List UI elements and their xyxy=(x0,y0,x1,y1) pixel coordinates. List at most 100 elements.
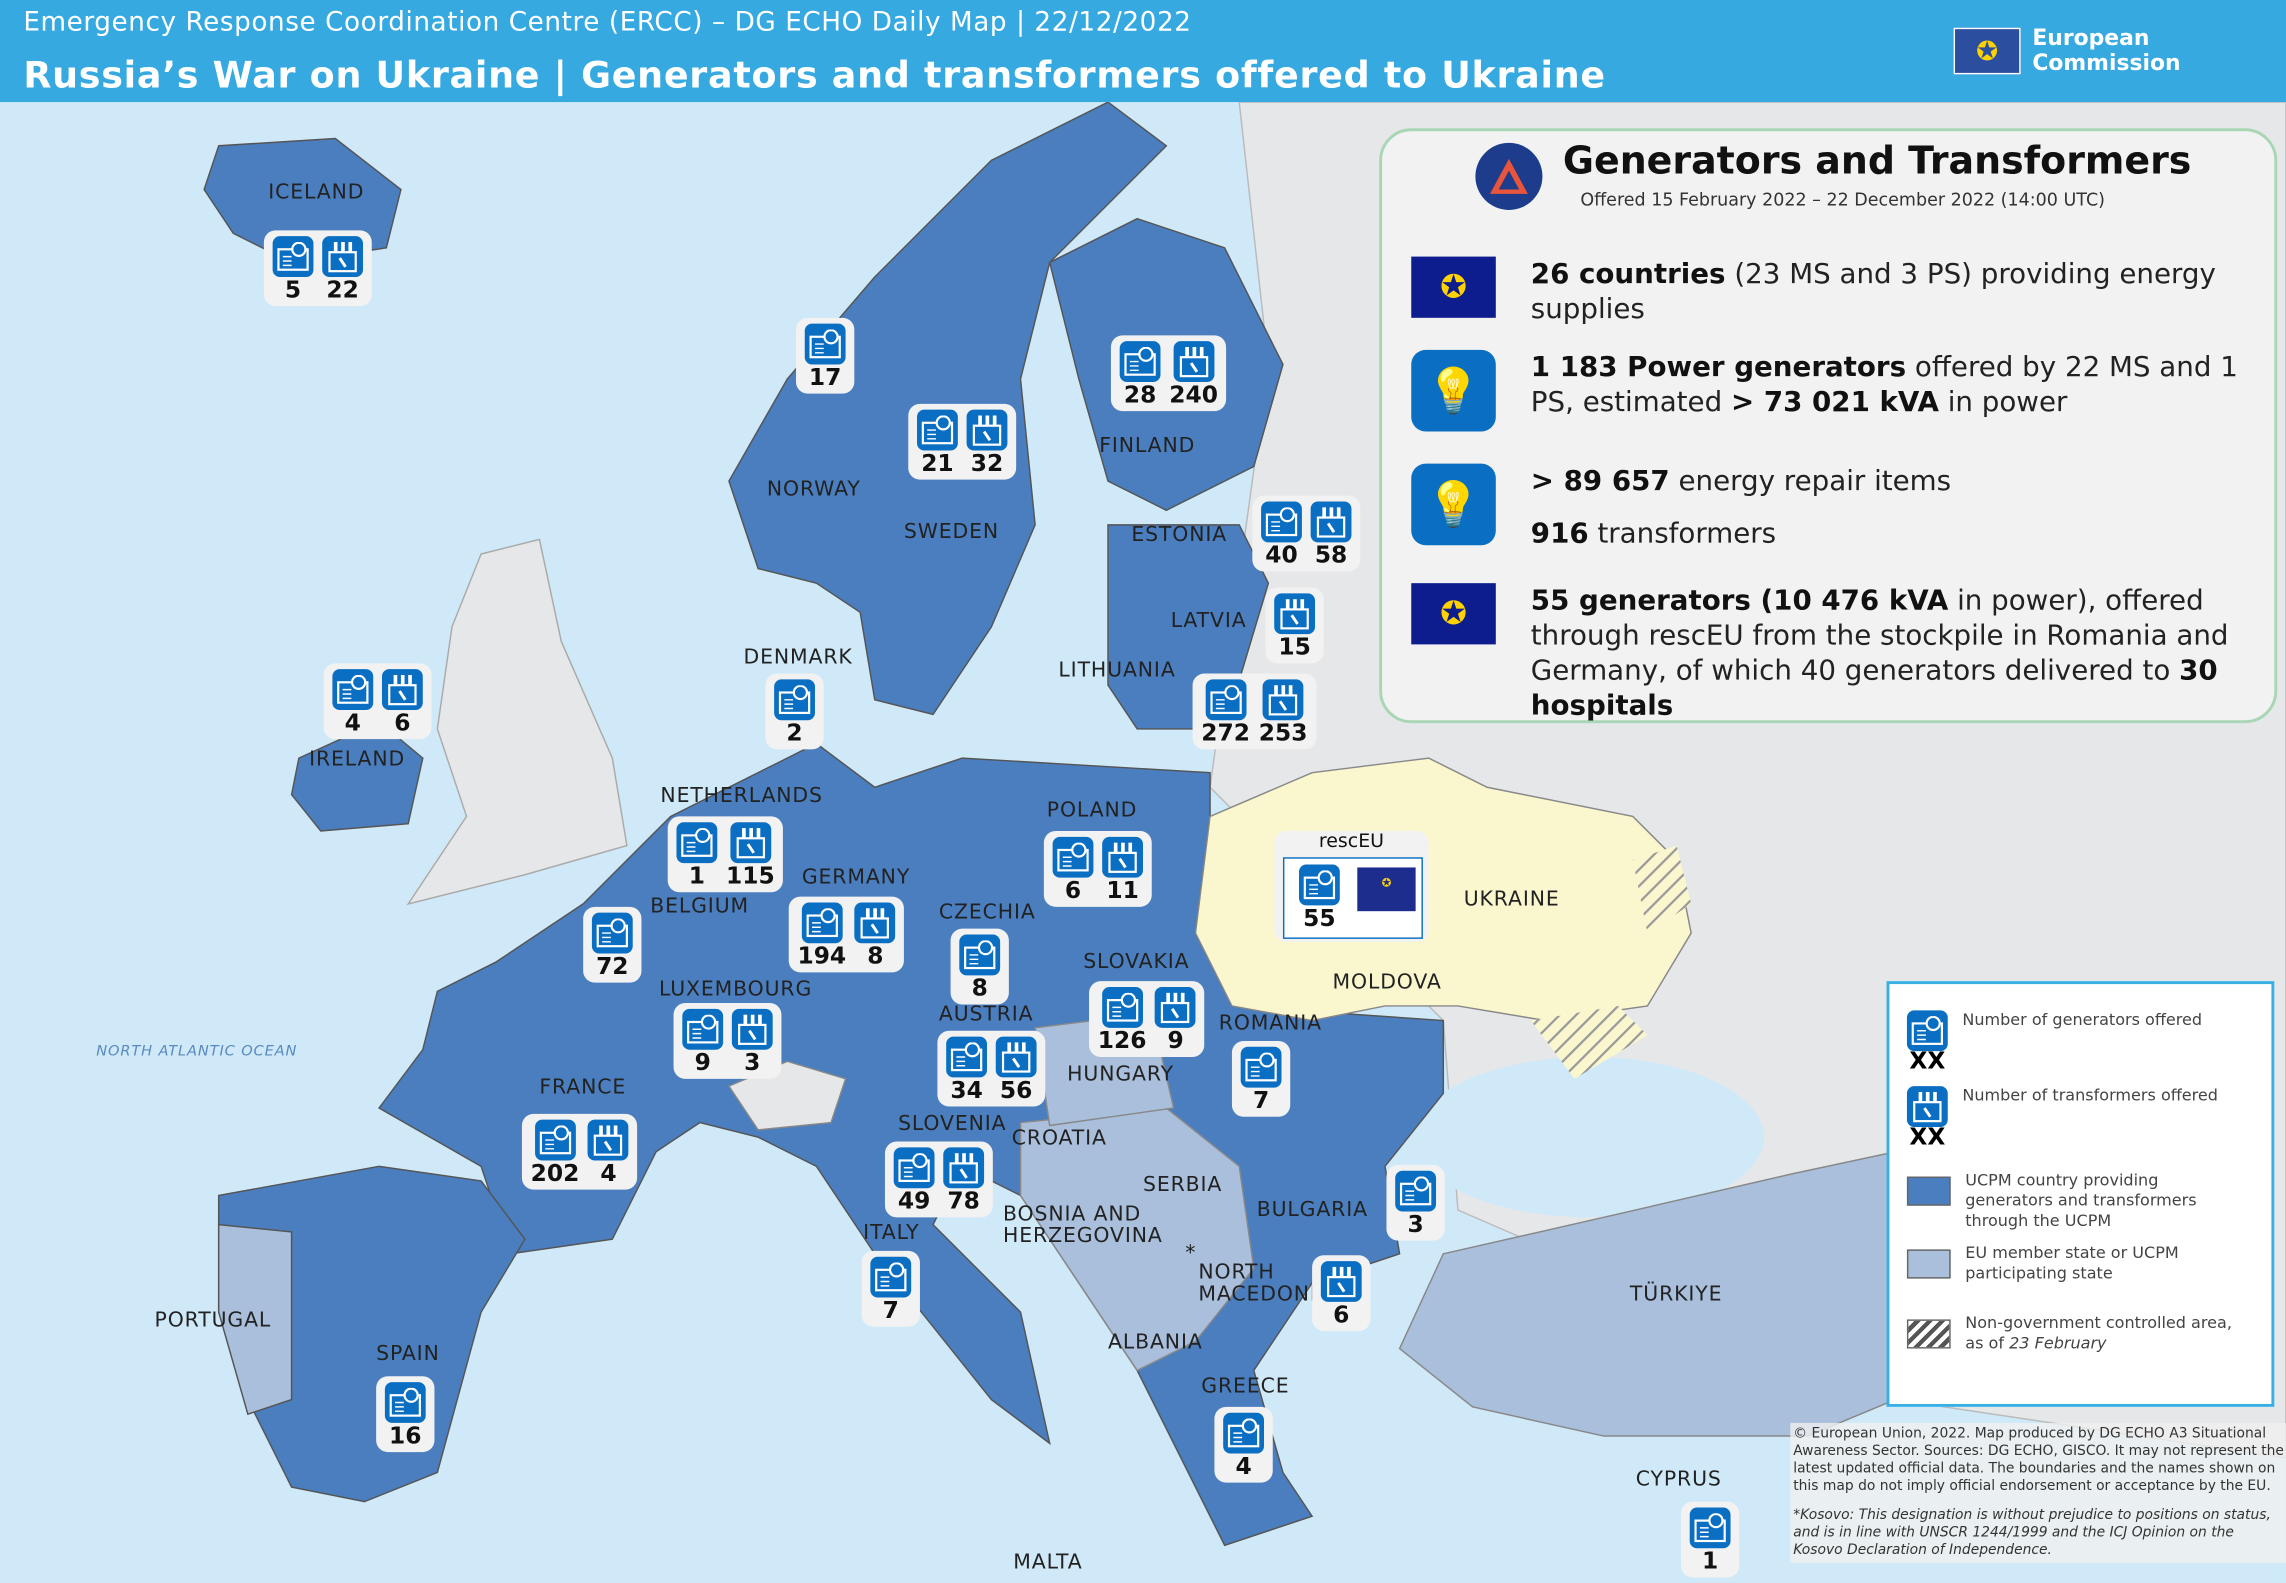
transformer-icon xyxy=(322,236,364,278)
transformers-value: 78 xyxy=(947,1186,980,1215)
country-label: SERBIA xyxy=(1142,1173,1223,1197)
generator-icon xyxy=(801,902,843,944)
generators-value: 194 xyxy=(797,941,847,970)
country-label: FRANCE xyxy=(539,1075,627,1100)
generators-item: 3 xyxy=(1395,1170,1437,1238)
rescEU-marker: rescEU 55 ✪ xyxy=(1274,831,1429,942)
country-label: NORWAY xyxy=(766,478,861,502)
marker-netherlands: 1 115 xyxy=(667,816,784,893)
country-label: ICELAND xyxy=(268,180,365,205)
rescEU-flag-icon: ✪ xyxy=(1357,867,1416,912)
legend-transformers: XX Number of transformers offered xyxy=(1906,1086,2218,1148)
country-label: LITHUANIA xyxy=(1058,658,1176,683)
generators-value: 1 xyxy=(688,861,705,890)
land-turkiye xyxy=(1398,1150,1896,1437)
transformers-value: 115 xyxy=(726,861,775,890)
rescEU-title: rescEU xyxy=(1318,831,1385,853)
transformers-value: 11 xyxy=(1106,876,1139,904)
country-label: HUNGARY xyxy=(1067,1062,1174,1087)
generator-icon xyxy=(384,1382,426,1423)
transformers-value: 240 xyxy=(1169,380,1218,409)
generators-value: 8 xyxy=(971,973,988,1002)
country-label: FINLAND xyxy=(1099,434,1196,458)
land-balkans xyxy=(1019,1107,1255,1372)
generators-item: 34 xyxy=(946,1036,987,1104)
transformer-icon xyxy=(1262,679,1304,721)
marker-romania: 7 xyxy=(1231,1040,1291,1117)
country-label: SPAIN xyxy=(376,1342,440,1367)
generators-value: 2 xyxy=(786,718,803,747)
generators-value: 40 xyxy=(1265,540,1298,569)
generator-icon xyxy=(676,822,718,864)
non-gov-area-crimea xyxy=(1530,1005,1648,1079)
generators-item: 2 xyxy=(774,679,815,746)
generator-icon xyxy=(332,669,374,710)
generators-value: 7 xyxy=(1252,1086,1270,1114)
generators-value: 21 xyxy=(921,449,954,477)
generator-icon xyxy=(893,1147,935,1189)
marker-austria: 34 56 xyxy=(937,1030,1046,1107)
marker-germany: 194 8 xyxy=(788,896,905,973)
transformers-item: 32 xyxy=(966,409,1008,477)
country-label: GERMANY xyxy=(801,865,911,890)
generators-value: 3 xyxy=(1407,1210,1424,1238)
legend-xx: XX xyxy=(1909,1046,1946,1075)
country-label: POLAND xyxy=(1046,798,1138,823)
marker-spain: 16 xyxy=(376,1376,435,1453)
marker-denmark: 2 xyxy=(765,673,824,750)
highlight-text: > 89 657 xyxy=(1530,465,1670,498)
legend-ucpm-label: UCPM country providing generators and tr… xyxy=(1965,1170,2197,1231)
hatch-swatch xyxy=(1906,1319,1951,1349)
rescEU-flag-icon: ✪ xyxy=(1411,583,1496,645)
highlight-text: 26 countries xyxy=(1530,258,1726,291)
panel-text: energy repair items xyxy=(1669,465,1952,498)
non-gov-area-east xyxy=(1632,845,1692,934)
generator-icon xyxy=(946,1036,987,1078)
marker-estonia: 40 58 xyxy=(1252,495,1361,572)
transformers-value: 3 xyxy=(744,1048,761,1076)
transformers-value: 6 xyxy=(1333,1300,1350,1329)
country-label: CZECHIA xyxy=(938,900,1036,925)
generators-value: 17 xyxy=(808,363,842,391)
generator-icon xyxy=(1395,1170,1437,1212)
generator-icon xyxy=(272,236,314,278)
transformers-item: 22 xyxy=(322,236,364,303)
transformers-value: 56 xyxy=(999,1075,1033,1104)
transformer-icon xyxy=(1906,1086,1948,1127)
black-sea xyxy=(1414,1056,1765,1218)
header-bar: Emergency Response Coordination Centre (… xyxy=(0,0,2286,103)
transformers-item: 6 xyxy=(381,669,423,736)
generators-item: 9 xyxy=(682,1008,724,1076)
country-label: CROATIA xyxy=(1011,1126,1107,1151)
country-label: MOLDOVA xyxy=(1332,970,1442,995)
country-label: PORTUGAL xyxy=(154,1309,272,1333)
header-subtitle: Emergency Response Coordination Centre (… xyxy=(23,7,1192,38)
generators-item: 17 xyxy=(804,323,846,391)
transformers-item: 115 xyxy=(726,822,775,889)
marker-italy: 7 xyxy=(861,1250,920,1327)
country-label: DENMARK xyxy=(743,645,853,670)
land-uk xyxy=(406,538,628,906)
page-title: Russia’s War on Ukraine | Generators and… xyxy=(23,53,1606,97)
generator-icon xyxy=(870,1256,912,1298)
marker-slovakia: 126 9 xyxy=(1089,981,1205,1057)
country-label: NETHERLANDS xyxy=(660,784,823,808)
transformer-icon xyxy=(729,822,771,864)
marker-greece: 4 xyxy=(1214,1406,1273,1483)
generators-value: 49 xyxy=(897,1186,931,1215)
generators-item: 4 xyxy=(1223,1412,1264,1480)
marker-norway: 17 xyxy=(796,317,855,394)
generator-icon xyxy=(959,934,1001,976)
generator-icon xyxy=(804,323,846,365)
marker-poland: 6 11 xyxy=(1043,831,1152,907)
transformers-item: 78 xyxy=(943,1147,985,1215)
transformers-item: 56 xyxy=(995,1036,1037,1104)
country-label: SLOVAKIA xyxy=(1083,950,1190,974)
country-label: TÜRKIYE xyxy=(1629,1282,1723,1307)
marker-cyprus: 1 xyxy=(1680,1501,1740,1578)
generators-item: 272 xyxy=(1201,679,1250,746)
country-label: SWEDEN xyxy=(903,520,1000,544)
country-label: NORTH ATLANTIC OCEAN xyxy=(96,1043,298,1060)
